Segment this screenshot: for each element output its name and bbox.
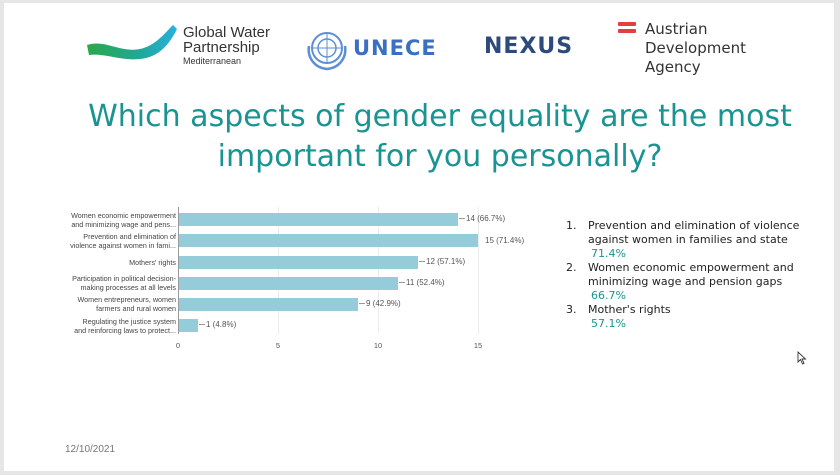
summary-item: 2. Women economic empowerment and minimi… bbox=[566, 261, 816, 303]
x-tick: 15 bbox=[473, 341, 483, 350]
ada-line3: Agency bbox=[645, 58, 701, 76]
summary-list: 1. Prevention and elimination of violenc… bbox=[566, 219, 816, 331]
unece-text: UNECE bbox=[353, 36, 437, 60]
ada-line2: Development bbox=[645, 39, 746, 57]
ada-line1: Austrian bbox=[645, 20, 708, 38]
bar bbox=[179, 213, 458, 226]
summary-percent: 71.4% bbox=[591, 247, 626, 260]
gridline bbox=[478, 207, 479, 334]
bar bbox=[179, 298, 358, 311]
nexus-logo: NEXUS bbox=[484, 34, 574, 59]
summary-percent: 57.1% bbox=[591, 317, 626, 330]
category-label: Women entrepreneurs, women farmers and ru… bbox=[77, 295, 176, 313]
x-tick: 5 bbox=[275, 341, 281, 350]
value-label: 11 (52.4%) bbox=[399, 278, 445, 287]
x-tick: 10 bbox=[373, 341, 383, 350]
value-label: 15 (71.4%) bbox=[485, 236, 525, 245]
gwp-line2: Partnership bbox=[183, 39, 260, 56]
y-axis bbox=[178, 207, 179, 334]
gwp-logo: Global Water Partnership Mediterranean bbox=[85, 18, 305, 68]
category-label: Regulating the justice system and reinfor… bbox=[74, 317, 176, 335]
category-label: Participation in political decision-maki… bbox=[72, 274, 176, 292]
bar bbox=[179, 277, 398, 290]
bar bbox=[179, 319, 198, 332]
gridline bbox=[278, 207, 279, 334]
gwp-line3: Mediterranean bbox=[183, 56, 242, 66]
value-label: 1 (4.8%) bbox=[199, 320, 236, 329]
category-label: Prevention and elimination of violence ag… bbox=[70, 232, 176, 250]
summary-item: 3. Mother's rights 57.1% bbox=[566, 303, 816, 331]
gridline bbox=[378, 207, 379, 334]
un-emblem-icon bbox=[307, 32, 347, 71]
value-label: 12 (57.1%) bbox=[419, 257, 465, 266]
bar bbox=[179, 256, 418, 269]
slide-date: 12/10/2021 bbox=[65, 444, 116, 455]
gwp-wave-icon bbox=[87, 25, 177, 60]
category-label: Women economic empowerment and minimizing… bbox=[71, 211, 176, 229]
value-label: 14 (66.7%) bbox=[459, 214, 505, 223]
value-label: 9 (42.9%) bbox=[359, 299, 401, 308]
bar bbox=[179, 234, 478, 247]
summary-percent: 66.7% bbox=[591, 289, 626, 302]
summary-item: 1. Prevention and elimination of violenc… bbox=[566, 219, 816, 261]
gwp-line1: Global Water bbox=[183, 24, 270, 41]
title-line2: important for you personally? bbox=[217, 139, 663, 174]
mouse-cursor-icon bbox=[797, 351, 807, 365]
austria-flag-icon bbox=[618, 22, 636, 36]
x-tick: 0 bbox=[175, 341, 181, 350]
title-line1: Which aspects of gender equality are the… bbox=[88, 99, 792, 134]
category-label: Mothers' rights bbox=[129, 258, 176, 267]
slide-title: Which aspects of gender equality are the… bbox=[40, 97, 840, 177]
